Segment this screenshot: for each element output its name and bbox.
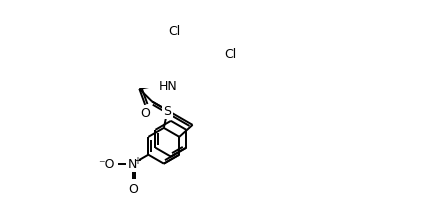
Text: N: N: [128, 157, 138, 170]
Text: Cl: Cl: [169, 24, 181, 37]
Text: ⁻O: ⁻O: [98, 157, 115, 170]
Text: +: +: [132, 155, 141, 165]
Text: HN: HN: [159, 79, 178, 92]
Text: O: O: [128, 182, 138, 195]
Text: O: O: [140, 107, 150, 120]
Text: Cl: Cl: [224, 48, 236, 61]
Text: S: S: [163, 104, 171, 117]
